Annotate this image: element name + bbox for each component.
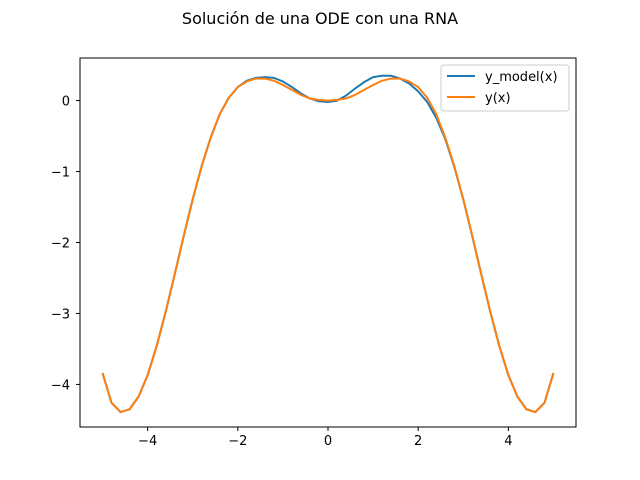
x-axis: −4 −2 0 2 4 — [138, 427, 513, 449]
y-axis: 0 −1 −2 −3 −4 — [51, 95, 80, 393]
legend-label-y-model: y_model(x) — [485, 70, 558, 85]
y-tick-label: −2 — [51, 237, 70, 252]
legend: y_model(x) y(x) — [440, 64, 570, 112]
y-tick-label: 0 — [62, 95, 70, 110]
x-tick-label: 0 — [324, 434, 332, 449]
x-tick-label: 2 — [414, 434, 422, 449]
y-tick-label: −1 — [51, 166, 70, 181]
legend-label-y: y(x) — [485, 91, 511, 106]
x-tick-label: −4 — [138, 434, 157, 449]
chart-title: Solución de una ODE con una RNA — [182, 9, 458, 28]
x-tick-label: −2 — [228, 434, 247, 449]
y-tick-label: −3 — [51, 307, 70, 322]
series-line-1 — [101, 77, 555, 414]
x-tick-label: 4 — [504, 434, 512, 449]
y-tick-label: −4 — [51, 378, 70, 393]
plot-lines — [101, 74, 555, 414]
